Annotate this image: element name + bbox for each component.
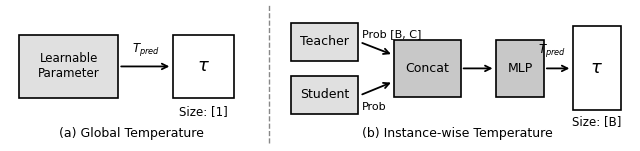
Text: $T_{pred}$: $T_{pred}$ (132, 41, 160, 58)
Text: Teacher: Teacher (300, 35, 349, 48)
Text: Prob: Prob (362, 102, 386, 112)
FancyBboxPatch shape (291, 23, 358, 61)
Text: MLP: MLP (508, 62, 532, 75)
Text: Concat: Concat (405, 62, 449, 75)
Text: $\tau$: $\tau$ (196, 57, 210, 76)
Text: (b) Instance-wise Temperature: (b) Instance-wise Temperature (362, 127, 553, 140)
Text: Prob [B, C]: Prob [B, C] (362, 29, 421, 39)
Text: $\tau$: $\tau$ (590, 59, 604, 77)
FancyBboxPatch shape (496, 40, 544, 97)
Text: Size: [1]: Size: [1] (179, 105, 228, 118)
FancyBboxPatch shape (394, 40, 461, 97)
Text: $T_{pred}$: $T_{pred}$ (538, 42, 566, 59)
FancyBboxPatch shape (291, 76, 358, 114)
Text: Student: Student (300, 88, 349, 101)
FancyBboxPatch shape (19, 35, 118, 98)
Text: Learnable
Parameter: Learnable Parameter (38, 52, 100, 80)
Text: (a) Global Temperature: (a) Global Temperature (59, 127, 204, 140)
Text: Size: [B]: Size: [B] (572, 116, 622, 129)
FancyBboxPatch shape (573, 26, 621, 110)
FancyBboxPatch shape (173, 35, 234, 98)
